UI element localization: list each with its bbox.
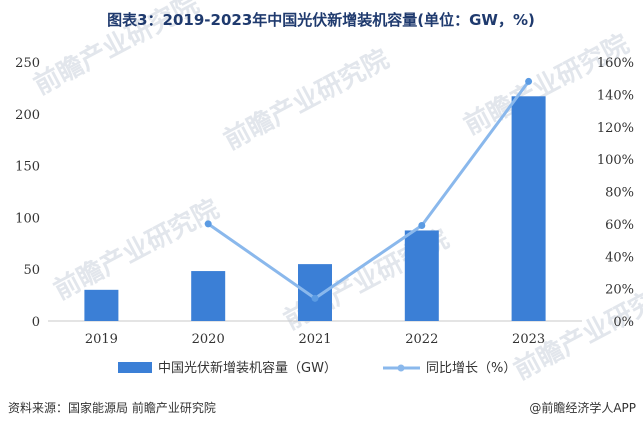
y-right-tick-label: 100% bbox=[597, 153, 634, 168]
legend-bar-label: 中国光伏新增装机容量（GW） bbox=[158, 360, 337, 376]
y-right-tick-label: 160% bbox=[597, 56, 634, 71]
x-tick-label: 2019 bbox=[85, 332, 118, 347]
y-right-tick-label: 120% bbox=[597, 121, 634, 136]
bar-2021 bbox=[298, 264, 332, 321]
growth-line bbox=[207, 80, 530, 300]
x-tick-label: 2022 bbox=[405, 332, 438, 347]
growth-point-2021 bbox=[311, 294, 319, 302]
growth-point-2023 bbox=[525, 77, 533, 85]
y-left-tick-label: 150 bbox=[15, 160, 40, 175]
y-right-tick-label: 80% bbox=[605, 186, 634, 201]
y-left-tick-label: 250 bbox=[15, 56, 40, 71]
bar-2023 bbox=[511, 96, 546, 322]
legend-bar-swatch bbox=[118, 362, 152, 373]
bar-series bbox=[84, 96, 546, 322]
bar-2019 bbox=[84, 289, 119, 321]
legend: 中国光伏新增装机容量（GW） 同比增长（%） bbox=[118, 360, 516, 376]
x-tick-label: 2020 bbox=[192, 332, 225, 347]
y-right-tick-label: 0% bbox=[613, 315, 634, 330]
axes: 0 50 100 150 200 250 0% 20% 40% 60% 80% 100% 120% 140… bbox=[15, 56, 634, 347]
x-tick-label: 2021 bbox=[298, 332, 331, 347]
y-right-tick-label: 140% bbox=[597, 88, 634, 103]
bar-2022 bbox=[404, 230, 439, 321]
x-tick-label: 2023 bbox=[512, 332, 545, 347]
growth-point-2022 bbox=[418, 221, 426, 229]
y-right-tick-label: 40% bbox=[605, 250, 634, 265]
watermark-2: 前瞻产业研究院 bbox=[219, 43, 394, 156]
y-right-tick-label: 60% bbox=[605, 218, 634, 233]
source-note: 资料来源：国家能源局 前瞻产业研究院 bbox=[8, 400, 216, 415]
legend-line-label: 同比增长（%） bbox=[426, 361, 516, 376]
bar-2020 bbox=[191, 271, 226, 321]
brand-label: @前瞻经济学人APP bbox=[529, 400, 636, 415]
y-left-tick-label: 200 bbox=[15, 108, 40, 123]
y-left-tick-label: 0 bbox=[32, 315, 40, 330]
line-series bbox=[204, 77, 533, 302]
legend-line-marker bbox=[397, 364, 405, 372]
growth-point-2020 bbox=[204, 220, 212, 228]
y-right-tick-label: 20% bbox=[605, 283, 634, 298]
chart-title: 图表3：2019-2023年中国光伏新增装机容量(单位：GW，%) bbox=[107, 11, 535, 29]
y-left-tick-label: 50 bbox=[23, 263, 40, 278]
y-left-tick-label: 100 bbox=[15, 211, 40, 226]
